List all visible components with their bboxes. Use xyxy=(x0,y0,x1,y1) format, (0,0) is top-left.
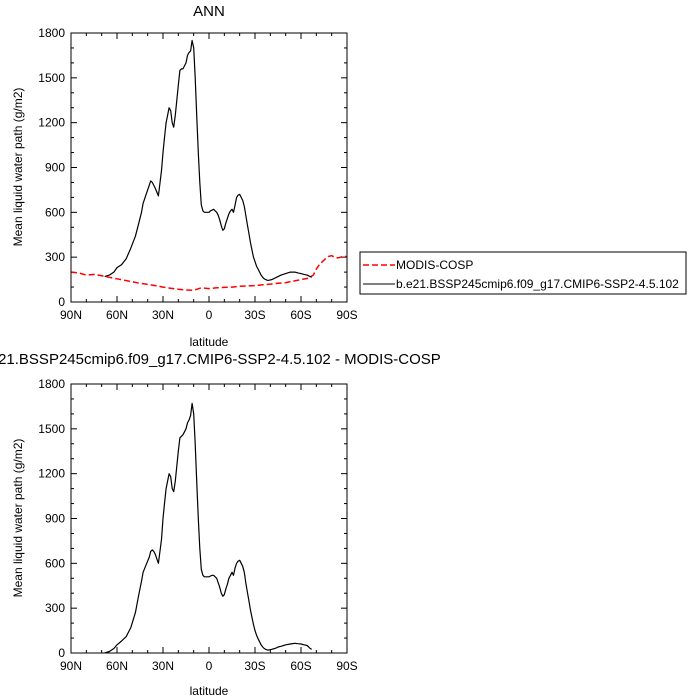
top-x-tick-label: 60S xyxy=(290,308,311,322)
legend: MODIS-COSP b.e21.BSSP245cmip6.f09_g17.CM… xyxy=(359,251,687,295)
bottom-plot-frame xyxy=(70,383,348,654)
bottom-y-tick-label: 600 xyxy=(45,556,65,570)
bottom-x-tick-label: 90S xyxy=(336,659,357,673)
top-series-line-0 xyxy=(70,254,348,292)
top-x-tick-label: 0 xyxy=(206,308,213,322)
bottom-x-ticks: 90N 60N 30N 0 30S 60S 90S xyxy=(60,384,358,673)
top-y-tick-label: 600 xyxy=(45,205,65,219)
bottom-x-tick-label: 30S xyxy=(244,659,265,673)
legend-label-model: b.e21.BSSP245cmip6.f09_g17.CMIP6-SSP2-4.… xyxy=(396,277,679,291)
top-y-axis-label: Mean liquid water path (g/m2) xyxy=(11,88,25,247)
bottom-chart-title: b.e21.BSSP245cmip6.f09_g17.CMIP6-SSP2-4.… xyxy=(0,351,441,368)
bottom-y-tick-label: 900 xyxy=(45,512,65,526)
top-panel: ANN Mean liquid water path (g/m2) latitu… xyxy=(11,3,358,349)
top-x-ticks: 90N 60N 30N 0 30S 60S 90S xyxy=(60,33,358,322)
bottom-x-tick-label: 60S xyxy=(290,659,311,673)
bottom-y-axis-label: Mean liquid water path (g/m2) xyxy=(11,439,25,598)
bottom-x-tick-label: 0 xyxy=(206,659,213,673)
top-y-tick-label: 1200 xyxy=(38,116,65,130)
bottom-y-ticks: 0 300 600 900 1200 1500 1800 xyxy=(38,377,347,660)
top-x-tick-label: 90S xyxy=(336,308,357,322)
top-series xyxy=(70,39,348,292)
bottom-x-tick-label: 60N xyxy=(106,659,128,673)
top-y-ticks: 0 300 600 900 1200 1500 1800 xyxy=(38,26,347,309)
top-chart-title: ANN xyxy=(193,3,225,20)
top-y-tick-label: 1500 xyxy=(38,71,65,85)
legend-box xyxy=(359,251,687,295)
bottom-y-tick-label: 0 xyxy=(58,646,65,660)
bottom-panel: b.e21.BSSP245cmip6.f09_g17.CMIP6-SSP2-4.… xyxy=(0,351,441,698)
bottom-y-tick-label: 1800 xyxy=(38,377,65,391)
top-y-tick-label: 1800 xyxy=(38,26,65,40)
top-y-tick-label: 900 xyxy=(45,161,65,175)
top-x-tick-label: 30S xyxy=(244,308,265,322)
top-x-tick-label: 30N xyxy=(152,308,174,322)
legend-label-modis: MODIS-COSP xyxy=(396,258,473,272)
top-x-tick-label: 90N xyxy=(60,308,82,322)
bottom-x-tick-label: 30N xyxy=(152,659,174,673)
top-y-tick-label: 0 xyxy=(58,295,65,309)
top-x-tick-label: 60N xyxy=(106,308,128,322)
bottom-series-line-0 xyxy=(104,402,312,654)
bottom-x-axis-label: latitude xyxy=(190,684,229,698)
bottom-y-tick-label: 1500 xyxy=(38,422,65,436)
top-y-tick-label: 300 xyxy=(45,250,65,264)
top-series-line-1 xyxy=(104,39,312,281)
bottom-y-tick-label: 1200 xyxy=(38,467,65,481)
bottom-x-tick-label: 90N xyxy=(60,659,82,673)
bottom-y-tick-label: 300 xyxy=(45,601,65,615)
top-plot-frame xyxy=(70,32,348,303)
bottom-series xyxy=(104,402,312,654)
top-x-axis-label: latitude xyxy=(190,335,229,349)
